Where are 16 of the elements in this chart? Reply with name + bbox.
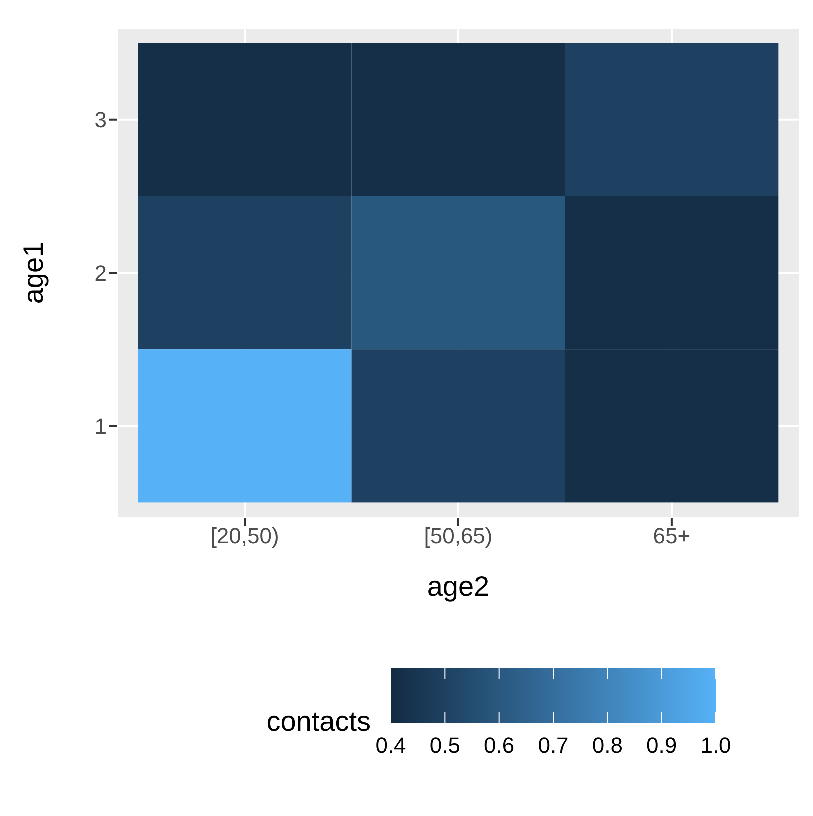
color-bar-label: 0.6 — [484, 733, 515, 758]
y-tick-label: 3 — [94, 108, 107, 133]
x-tick-label: 65+ — [653, 524, 691, 549]
x-tick-label: [50,65) — [424, 524, 493, 549]
color-bar-title: contacts — [266, 706, 371, 737]
x-tick-label: [20,50) — [210, 524, 280, 549]
color-bar-label: 0.7 — [538, 733, 569, 758]
color-bar-label: 1.0 — [700, 733, 732, 758]
color-bar-label: 0.5 — [430, 733, 460, 758]
color-bar-label: 0.4 — [376, 733, 406, 758]
x-axis-title: age2 — [427, 570, 490, 602]
y-tick-label: 1 — [94, 414, 107, 439]
y-axis-title: age1 — [18, 242, 49, 304]
y-tick-label: 2 — [94, 260, 107, 286]
color-bar-label: 0.8 — [592, 733, 623, 758]
color-bar-label: 0.9 — [646, 733, 678, 758]
